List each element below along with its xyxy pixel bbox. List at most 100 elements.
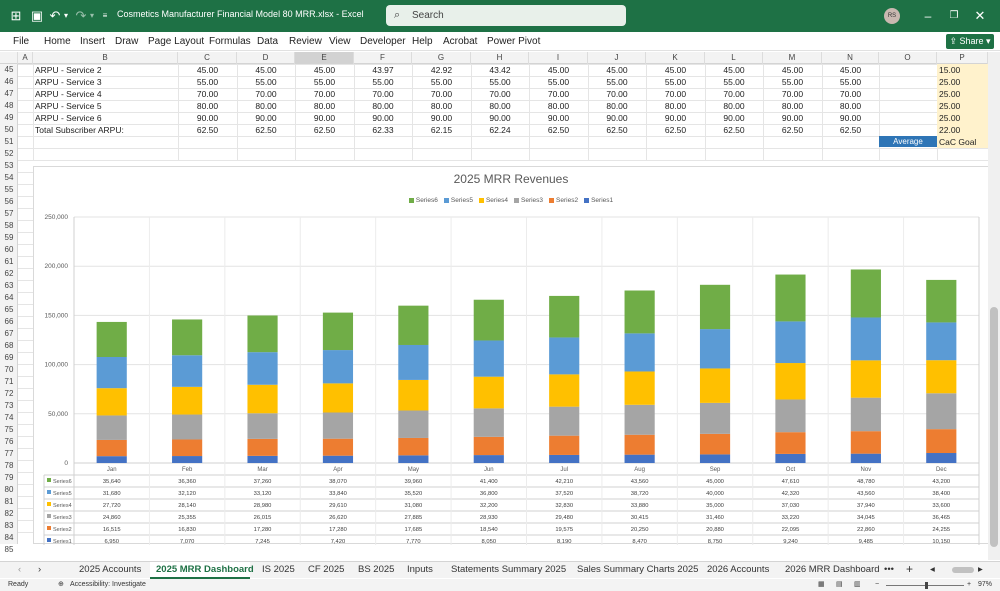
tab-2025-mrr-dashboard[interactable]: 2025 MRR Dashboard [156, 564, 254, 575]
menu-home[interactable]: Home [44, 36, 71, 47]
value-cell[interactable]: 70.00 [547, 89, 570, 99]
value-cell[interactable]: 62.50 [547, 125, 570, 135]
row-header[interactable]: 85 [4, 545, 14, 554]
value-cell[interactable]: 45.00 [839, 65, 862, 75]
row-label-cell[interactable]: ARPU - Service 6 [35, 113, 102, 123]
value-cell[interactable]: 80.00 [723, 101, 745, 111]
value-cell[interactable]: 62.50 [664, 125, 687, 135]
column-header-f[interactable]: F [354, 52, 412, 64]
value-cell[interactable]: 90.00 [489, 113, 511, 123]
row-header[interactable]: 58 [4, 221, 14, 230]
zoom-out-icon[interactable]: − [875, 581, 880, 588]
value-cell[interactable]: 80.00 [430, 101, 453, 111]
add-sheet-icon[interactable]: + [906, 562, 914, 576]
cac-goal-cell[interactable]: CaC Goal [937, 136, 988, 148]
row-header[interactable]: 66 [4, 317, 14, 326]
redo-dropdown-icon[interactable]: ▾ [89, 11, 94, 20]
legend-item[interactable]: Series3 [514, 197, 543, 204]
value-cell[interactable]: 90.00 [723, 113, 745, 123]
value-cell[interactable]: 45.00 [664, 65, 687, 75]
row-label-cell[interactable]: ARPU - Service 2 [35, 65, 102, 75]
redo-icon[interactable]: ↷ [75, 8, 87, 23]
value-cell[interactable]: 80.00 [372, 101, 394, 111]
legend-item[interactable]: Series4 [478, 197, 508, 204]
menu-page-layout[interactable]: Page Layout [148, 36, 205, 47]
value-cell[interactable]: 45.00 [781, 65, 804, 75]
value-cell[interactable]: 55.00 [196, 77, 219, 87]
value-cell[interactable]: 55.00 [606, 77, 628, 87]
row-header[interactable]: 64 [4, 293, 14, 302]
value-cell[interactable]: 55.00 [313, 77, 336, 87]
value-cell[interactable]: 70.00 [781, 89, 804, 99]
row-header[interactable]: 76 [4, 437, 14, 446]
save-icon[interactable]: ▣ [30, 8, 44, 23]
normal-view-icon[interactable]: ▦ [818, 581, 825, 588]
column-header-j[interactable]: J [588, 52, 646, 64]
value-cell[interactable]: 55.00 [781, 77, 804, 87]
row-header[interactable]: 59 [4, 233, 14, 242]
value-cell[interactable]: 90.00 [313, 113, 336, 123]
value-cell[interactable]: 90.00 [547, 113, 570, 123]
value-cell[interactable]: 70.00 [489, 89, 511, 99]
column-header-i[interactable]: I [529, 52, 588, 64]
value-cell[interactable]: 90.00 [372, 113, 394, 123]
row-label-cell[interactable]: ARPU - Service 3 [35, 77, 102, 87]
menu-view[interactable]: View [329, 36, 351, 47]
zoom-slider-thumb[interactable] [925, 582, 928, 589]
value-cell[interactable]: 45.00 [313, 65, 336, 75]
zoom-in-icon[interactable]: + [967, 581, 972, 588]
minimize-icon[interactable]: – [924, 9, 932, 23]
tab-cf-2025[interactable]: CF 2025 [308, 564, 345, 575]
column-header-g[interactable]: G [412, 52, 471, 64]
value-cell[interactable]: 55.00 [255, 77, 277, 87]
value-cell[interactable]: 70.00 [313, 89, 336, 99]
search-box[interactable]: ⌕ Search [386, 5, 626, 26]
value-cell[interactable]: 62.50 [606, 125, 628, 135]
value-cell[interactable]: 90.00 [839, 113, 862, 123]
undo-icon[interactable]: ↶ [49, 8, 61, 23]
column-p-cell[interactable]: 15.00 [937, 64, 988, 76]
row-header[interactable]: 71 [4, 377, 14, 386]
value-cell[interactable]: 90.00 [606, 113, 628, 123]
row-header[interactable]: 61 [4, 257, 14, 266]
value-cell[interactable]: 43.97 [372, 65, 394, 75]
value-cell[interactable]: 62.50 [313, 125, 336, 135]
value-cell[interactable]: 70.00 [664, 89, 687, 99]
zoom-level[interactable]: 97% [978, 581, 993, 588]
legend-item[interactable]: Series5 [443, 197, 473, 204]
column-header-l[interactable]: L [705, 52, 763, 64]
menu-file[interactable]: File [13, 36, 30, 47]
row-header[interactable]: 46 [4, 77, 14, 86]
row-header[interactable]: 53 [4, 161, 14, 170]
tab-2026-accounts[interactable]: 2026 Accounts [707, 564, 770, 575]
column-header-k[interactable]: K [646, 52, 705, 64]
row-label-cell[interactable]: Total Subscriber ARPU: [35, 125, 124, 135]
column-header-o[interactable]: O [879, 52, 937, 64]
value-cell[interactable]: 80.00 [255, 101, 277, 111]
row-header[interactable]: 72 [4, 389, 14, 398]
value-cell[interactable]: 45.00 [196, 65, 219, 75]
tab-statements-summary-2025[interactable]: Statements Summary 2025 [451, 564, 567, 575]
row-header[interactable]: 57 [4, 209, 14, 218]
row-header[interactable]: 52 [4, 149, 14, 158]
column-p-cell[interactable]: 25.00 [937, 112, 988, 124]
row-header[interactable]: 54 [4, 173, 14, 182]
menu-draw[interactable]: Draw [115, 36, 139, 47]
value-cell[interactable]: 55.00 [839, 77, 862, 87]
value-cell[interactable]: 70.00 [255, 89, 277, 99]
restore-icon[interactable]: ❐ [949, 10, 959, 21]
average-label-cell[interactable]: Average [879, 136, 937, 147]
mrr-revenue-chart[interactable]: 0 50,000 100,000 150,000 200,000 250,000 Jan Fe… [33, 166, 989, 545]
value-cell[interactable]: 62.15 [430, 125, 453, 135]
value-cell[interactable]: 55.00 [664, 77, 687, 87]
value-cell[interactable]: 62.50 [196, 125, 219, 135]
row-header[interactable]: 74 [4, 413, 14, 422]
value-cell[interactable]: 55.00 [547, 77, 570, 87]
column-header-e[interactable]: E [295, 52, 354, 64]
row-header[interactable]: 82 [4, 509, 14, 518]
value-cell[interactable]: 70.00 [606, 89, 628, 99]
prev-sheet-icon[interactable]: ‹ [18, 564, 22, 575]
menu-review[interactable]: Review [289, 36, 322, 47]
value-cell[interactable]: 70.00 [839, 89, 862, 99]
value-cell[interactable]: 90.00 [196, 113, 219, 123]
